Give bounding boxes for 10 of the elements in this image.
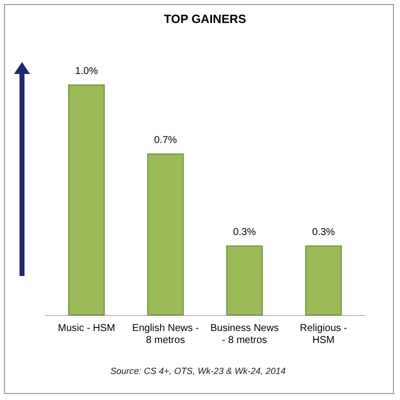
data-label: 0.3% xyxy=(233,227,256,238)
data-label: 1.0% xyxy=(75,66,98,77)
data-label: 0.7% xyxy=(154,135,177,146)
chart-title: TOP GAINERS xyxy=(164,12,246,26)
data-label: 0.3% xyxy=(312,227,336,238)
x-tick-label: Religious - HSM xyxy=(300,323,348,346)
x-tick-label: Music - HSM xyxy=(58,323,116,334)
source-note: Source: CS 4+, OTS, Wk-23 & Wk-24, 2014 xyxy=(109,366,287,376)
x-tick-label: English News - 8 metros xyxy=(132,323,199,346)
x-tick-label: Business News - 8 metros xyxy=(210,323,279,346)
